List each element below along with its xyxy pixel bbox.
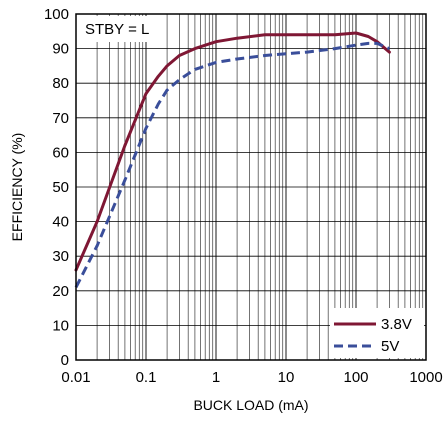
legend: 3.8V 5V — [330, 308, 424, 358]
y-tick-label: 90 — [52, 41, 69, 58]
legend-background — [330, 308, 424, 358]
series-lines — [74, 31, 391, 288]
x-tick-label: 100 — [343, 369, 368, 386]
x-axis-label: BUCK LOAD (mA) — [193, 397, 308, 413]
annotation-text: STBY = L — [85, 21, 149, 38]
series-line-5v — [74, 41, 390, 288]
y-tick-label: 60 — [52, 144, 69, 161]
y-tick-label: 10 — [52, 317, 69, 334]
plot-frame — [75, 13, 427, 361]
annotation-box: STBY = L — [78, 16, 164, 42]
y-tick-label: 0 — [61, 352, 69, 369]
x-tick-label: 0.01 — [61, 369, 90, 386]
y-tick-label: 80 — [52, 75, 69, 92]
series-line-3.8v — [74, 31, 391, 272]
legend-label-5v: 5V — [381, 338, 399, 355]
y-tick-label: 100 — [44, 6, 69, 23]
tick-labels: 0 10 20 30 40 50 60 70 80 90 100 0.01 0.1 1 10 100 1000 — [44, 6, 443, 386]
annotation-background — [78, 16, 164, 42]
x-tick-label: 1 — [212, 369, 220, 386]
y-tick-label: 50 — [52, 179, 69, 196]
y-tick-label: 40 — [52, 214, 69, 231]
y-tick-label: 30 — [52, 248, 69, 265]
legend-label-3.8v: 3.8V — [381, 316, 412, 333]
y-tick-label: 70 — [52, 110, 69, 127]
x-tick-label: 0.1 — [136, 369, 157, 386]
grid — [76, 14, 426, 360]
y-axis-label: EFFICIENCY (%) — [9, 133, 25, 242]
x-tick-label: 1000 — [409, 369, 442, 386]
y-tick-label: 20 — [52, 283, 69, 300]
x-tick-label: 10 — [278, 369, 295, 386]
